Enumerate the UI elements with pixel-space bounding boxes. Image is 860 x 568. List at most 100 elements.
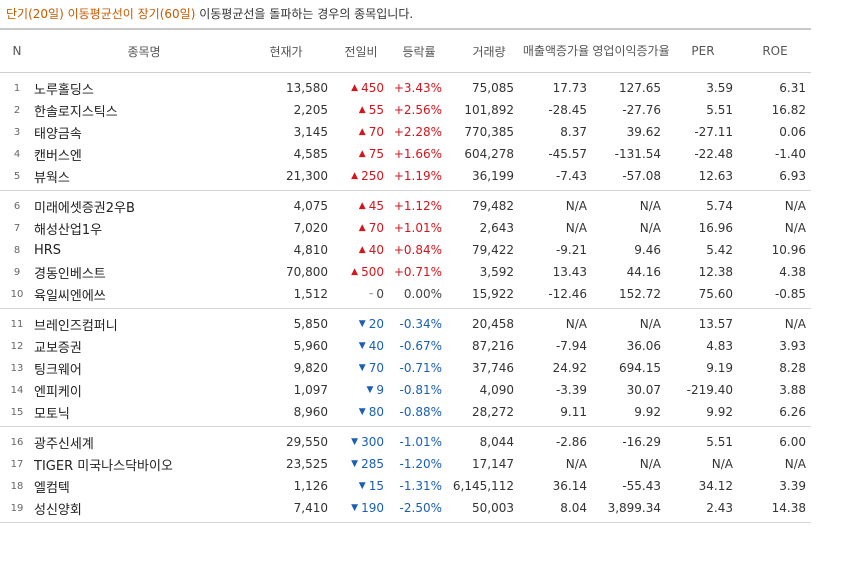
change-value: 15 [368,479,384,493]
cell-op-growth: 127.65 [587,77,661,99]
cell-price: 3,145 [254,121,328,143]
cell-rate-text: +1.12% [393,199,442,213]
stock-name-link-text: 브레인즈컴퍼니 [34,318,118,334]
header-sales-growth[interactable]: 매출액증가율 [522,43,590,58]
cell-change: ▼ 15 [330,475,384,497]
cell-sales-growth-text: -3.39 [555,383,587,397]
cell-price-text: 21,300 [286,169,328,183]
stock-name-link[interactable]: 교보증권 [34,335,254,357]
change-value: 80 [368,405,384,419]
arrow-up-icon: ▲ [358,127,366,137]
stock-name-link[interactable]: HRS [34,239,254,261]
cell-per-text: 9.19 [706,361,733,375]
cell-rate-text: -1.20% [399,457,442,471]
cell-volume: 2,643 [448,217,514,239]
cell-op-growth: -55.43 [587,475,661,497]
arrow-down-icon: ▼ [358,319,366,329]
cell-volume: 3,592 [448,261,514,283]
stock-name-link[interactable]: 엔피케이 [34,379,254,401]
cell-roe-text: 8.28 [779,361,806,375]
header-per[interactable]: PER [691,44,715,58]
cell-per-text: 12.38 [698,265,733,279]
cell-n-text: 6 [13,200,21,212]
header-price[interactable]: 현재가 [269,44,303,59]
cell-op-growth: 36.06 [587,335,661,357]
stock-name-link[interactable]: 성신양회 [34,497,254,519]
stock-name-link[interactable]: 해성산업1우 [34,217,254,239]
cell-roe: -0.85 [733,283,806,305]
stock-name-link[interactable]: 팅크웨어 [34,357,254,379]
cell-op-growth-text: N/A [639,317,661,331]
change-value: 285 [361,457,384,471]
stock-name-link[interactable]: 한솔로지스틱스 [34,99,254,121]
header-volume[interactable]: 거래량 [472,44,506,59]
cell-change: ▼ 9 [330,379,384,401]
header-rate[interactable]: 등락률 [402,44,436,59]
caption-text: 이동평균선을 돌파하는 경우의 종목입니다. [199,7,414,21]
stock-name-link[interactable]: 태양금속 [34,121,254,143]
table-row: 8 HRS 4,810 ▲ 40 +0.84% 79,422 -9.21 9.46 5.42 10.… [0,239,811,261]
cell-rate: -1.01% [390,431,442,453]
cell-n: 15 [0,401,34,423]
cell-sales-growth-text: -28.45 [548,103,587,117]
cell-roe-text: N/A [784,457,806,471]
stock-name-link[interactable]: 미래에셋증권2우B [34,195,254,217]
arrow-down-icon: ▼ [358,341,366,351]
cell-sales-growth: 9.11 [514,401,587,423]
table-row: 15 모토닉 8,960 ▼ 80 -0.88% 28,272 9.11 9.92 9.92 6.2… [0,401,811,423]
table-row: 14 엔피케이 1,097 ▼ 9 -0.81% 4,090 -3.39 30.07 -219.4… [0,379,811,401]
stock-name-link[interactable]: 브레인즈컴퍼니 [34,313,254,335]
cell-n-text: 19 [10,502,24,514]
stock-name-link[interactable]: 뷰웍스 [34,165,254,187]
cell-sales-growth: 13.43 [514,261,587,283]
cell-roe-text: 3.39 [779,479,806,493]
stock-name-link[interactable]: 캔버스엔 [34,143,254,165]
cell-n-text: 12 [10,340,24,352]
stock-name-link[interactable]: 광주신세계 [34,431,254,453]
cell-volume: 28,272 [448,401,514,423]
table-row: 5 뷰웍스 21,300 ▲ 250 +1.19% 36,199 -7.43 -57.08 12.… [0,165,811,187]
stock-name-link[interactable]: 경동인베스트 [34,261,254,283]
table-row: 1 노루홀딩스 13,580 ▲ 450 +3.43% 75,085 17.73 127.65 3… [0,77,811,99]
arrow-down-icon: ▼ [351,459,359,469]
stock-name-link[interactable]: 노루홀딩스 [34,77,254,99]
cell-per: 5.74 [661,195,733,217]
cell-sales-growth-text: -7.94 [555,339,587,353]
cell-n: 10 [0,283,34,305]
cell-op-growth-text: N/A [639,457,661,471]
cell-op-growth: 39.62 [587,121,661,143]
stock-name-link-text: TIGER 미국나스닥바이오 [34,458,173,474]
arrow-up-icon: ▲ [351,171,359,181]
arrow-up-icon: ▲ [351,83,359,93]
stock-name-link-text: 모토닉 [34,406,70,422]
cell-rate-text: -1.31% [399,479,442,493]
cell-change: ▼ 20 [330,313,384,335]
header-change[interactable]: 전일비 [344,44,378,59]
cell-rate-text: -0.67% [399,339,442,353]
cell-per: 16.96 [661,217,733,239]
change-value: 70 [368,361,384,375]
cell-per-text: 34.12 [698,479,733,493]
header-roe[interactable]: ROE [762,44,788,58]
stock-name-link-text: 한솔로지스틱스 [34,104,118,120]
stock-name-link[interactable]: 엘컴텍 [34,475,254,497]
header-op-growth[interactable]: 영업이익증가율 [592,43,670,58]
cell-sales-growth-text: 8.37 [560,125,587,139]
header-name[interactable]: 종목명 [127,44,161,59]
cell-rate: -2.50% [390,497,442,519]
cell-volume: 604,278 [448,143,514,165]
cell-volume-text: 36,199 [472,169,514,183]
stock-name-link-text: 엘컴텍 [34,480,70,496]
cell-change: ▼ 40 [330,335,384,357]
stock-name-link[interactable]: TIGER 미국나스닥바이오 [34,453,254,475]
cell-change: ▲ 40 [330,239,384,261]
cell-rate-text: -0.34% [399,317,442,331]
cell-price: 70,800 [254,261,328,283]
cell-roe: N/A [733,217,806,239]
stock-name-link[interactable]: 모토닉 [34,401,254,423]
arrow-down-icon: ▼ [351,503,359,513]
stock-name-link-text: 광주신세계 [34,436,94,452]
stock-name-link[interactable]: 육일씨엔에쓰 [34,283,254,305]
arrow-down-icon: ▼ [351,437,359,447]
cell-sales-growth: -7.43 [514,165,587,187]
